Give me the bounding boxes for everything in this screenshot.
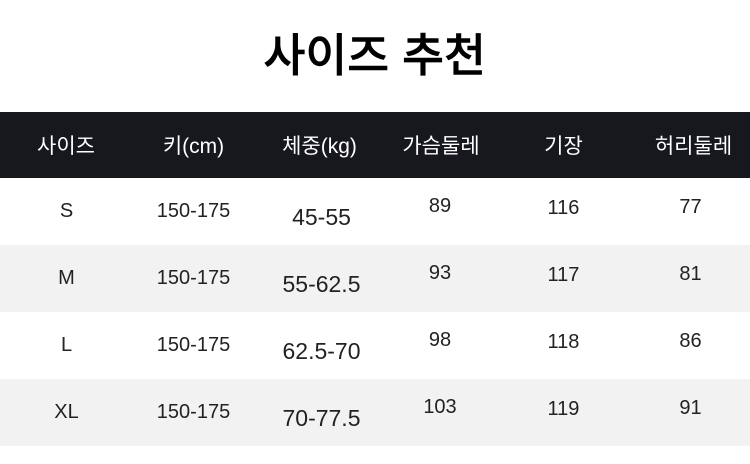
column-header-height: 키(cm) (162, 135, 225, 158)
column-header-length: 기장 (544, 135, 583, 158)
cell-chest: 89 (428, 195, 452, 217)
cell-height: 150-175 (156, 200, 231, 222)
table-body: S 150-175 45-55 89 116 77 M 150-175 55-6… (0, 178, 750, 446)
cell-weight: 62.5-70 (282, 338, 361, 364)
cell-waist: 77 (679, 196, 702, 218)
cell-weight: 45-55 (292, 204, 351, 230)
table-header-row: 사이즈 키(cm) 체중(kg) 가슴둘레 기장 허리둘레 (0, 112, 750, 178)
column-header-chest: 가슴둘레 (402, 135, 480, 158)
cell-chest: 93 (428, 262, 452, 284)
size-chart-table: 사이즈 키(cm) 체중(kg) 가슴둘레 기장 허리둘레 S 150-175 … (0, 112, 750, 446)
cell-weight: 70-77.5 (282, 405, 361, 431)
table-header: 사이즈 키(cm) 체중(kg) 가슴둘레 기장 허리둘레 (0, 112, 750, 178)
cell-height: 150-175 (156, 401, 231, 423)
table-row: M 150-175 55-62.5 93 117 81 (0, 245, 750, 312)
cell-size: M (58, 267, 75, 289)
table-row: S 150-175 45-55 89 116 77 (0, 178, 750, 245)
cell-waist: 91 (679, 397, 702, 419)
cell-waist: 81 (679, 263, 702, 285)
cell-size: L (60, 334, 73, 356)
cell-size: XL (54, 401, 79, 423)
cell-length: 116 (547, 197, 580, 219)
cell-size: S (59, 200, 74, 222)
cell-length: 117 (547, 264, 580, 286)
column-header-weight: 체중(kg) (282, 135, 357, 158)
table-row: XL 150-175 70-77.5 103 119 91 (0, 379, 750, 446)
cell-weight: 55-62.5 (282, 271, 361, 297)
column-header-size: 사이즈 (37, 135, 95, 158)
table-row: L 150-175 62.5-70 98 118 86 (0, 312, 750, 379)
cell-length: 118 (547, 331, 580, 353)
cell-length: 119 (547, 398, 580, 420)
cell-chest: 103 (423, 396, 457, 418)
cell-height: 150-175 (156, 334, 231, 356)
cell-height: 150-175 (156, 267, 231, 289)
cell-waist: 86 (679, 330, 702, 352)
cell-chest: 98 (428, 329, 452, 351)
column-header-waist: 허리둘레 (654, 135, 733, 158)
title-area: 사이즈 추천 (0, 0, 750, 112)
page-title: 사이즈 추천 (263, 30, 487, 81)
